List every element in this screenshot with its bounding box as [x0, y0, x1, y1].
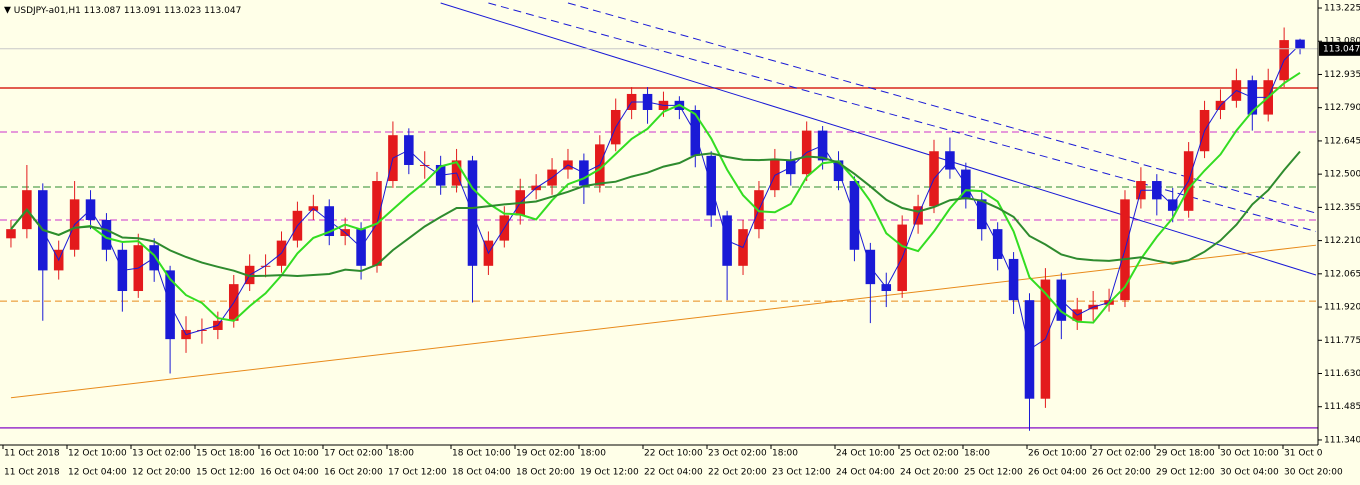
low: 113.023 — [164, 6, 201, 16]
x-tick-label: 24 Oct 20:00 — [900, 468, 959, 478]
price-label: 113.047 — [1323, 44, 1360, 54]
x-tick-label: 15 Oct 12:00 — [196, 468, 255, 478]
trend-line — [10, 244, 1317, 399]
x-tick-label: 30 Oct 20:00 — [1284, 468, 1343, 478]
candle-body — [1295, 39, 1305, 49]
x-tick-label: 17 Oct 12:00 — [388, 468, 447, 478]
x-tick-label: 19 Oct 12:00 — [580, 468, 639, 478]
x-tick-label: 12 Oct 04:00 — [68, 468, 127, 478]
x-tick-label: 16 Oct 10:00 — [260, 449, 319, 459]
moving-average — [10, 150, 1301, 278]
x-tick-label: 27 Oct 02:00 — [1092, 449, 1151, 459]
price-box — [1319, 41, 1360, 56]
x-tick-label: 23 Oct 12:00 — [772, 468, 831, 478]
x-tick-label: 11 Oct 2018 — [4, 449, 60, 459]
trend-line — [488, 2, 1317, 232]
y-tick-label: 112.065 — [1324, 269, 1360, 279]
y-tick-label: 111.630 — [1324, 369, 1360, 379]
x-tick-label: 17 Oct 02:00 — [324, 449, 383, 459]
x-tick-label: 18 Oct 20:00 — [516, 468, 575, 478]
x-tick-label: 30 Oct 04:00 — [1220, 468, 1279, 478]
y-tick-label: 112.500 — [1324, 170, 1360, 180]
x-tick-label: 18 Oct 04:00 — [452, 468, 511, 478]
open: 113.087 — [84, 6, 121, 16]
x-tick-label: 22 Oct 10:00 — [644, 449, 703, 459]
y-tick-label: 112.645 — [1324, 136, 1360, 146]
y-tick-label: 113.225 — [1324, 4, 1360, 14]
x-tick-label: 18:00 — [388, 449, 414, 459]
y-tick-label: 112.210 — [1324, 236, 1360, 246]
x-tick-label: 25 Oct 02:00 — [900, 449, 959, 459]
moving-average — [10, 71, 1301, 324]
x-tick-label: 18:00 — [964, 449, 990, 459]
y-tick-label: 113.080 — [1324, 37, 1360, 47]
y-tick-label: 112.790 — [1324, 103, 1360, 113]
y-tick-label: 111.920 — [1324, 303, 1360, 313]
x-tick-label: 12 Oct 10:00 — [68, 449, 127, 459]
chart-header: ▼ USDJPY-a01,H1 113.087 113.091 113.023 … — [4, 6, 241, 16]
x-tick-label: 26 Oct 20:00 — [1092, 468, 1151, 478]
x-tick-label: 16 Oct 20:00 — [324, 468, 383, 478]
x-tick-label: 25 Oct 12:00 — [964, 468, 1023, 478]
symbol: USDJPY-a01,H1 — [14, 6, 81, 16]
x-tick-label: 30 Oct 10:00 — [1220, 449, 1279, 459]
x-tick-label: 24 Oct 10:00 — [836, 449, 895, 459]
x-tick-label: 11 Oct 2018 — [4, 468, 60, 478]
x-tick-label: 15 Oct 18:00 — [196, 449, 255, 459]
y-tick-label: 111.340 — [1324, 435, 1360, 445]
x-tick-label: 29 Oct 12:00 — [1156, 468, 1215, 478]
high: 113.091 — [124, 6, 161, 16]
x-tick-label: 29 Oct 18:00 — [1156, 449, 1215, 459]
plot — [0, 2, 1318, 431]
x-tick-label: 18 Oct 10:00 — [452, 449, 511, 459]
x-tick-label: 24 Oct 04:00 — [836, 468, 895, 478]
candle-body — [6, 229, 16, 239]
x-tick-label: 26 Oct 04:00 — [1028, 468, 1087, 478]
y-tick-label: 112.935 — [1324, 70, 1360, 80]
y-tick-label: 111.485 — [1324, 402, 1360, 412]
x-tick-label: 22 Oct 04:00 — [644, 468, 703, 478]
close: 113.047 — [204, 6, 241, 16]
x-tick-label: 23 Oct 02:00 — [708, 449, 767, 459]
x-tick-label: 16 Oct 04:00 — [260, 468, 319, 478]
x-tick-label: 18:00 — [580, 449, 606, 459]
y-tick-label: 111.775 — [1324, 336, 1360, 346]
x-tick-label: 26 Oct 10:00 — [1028, 449, 1087, 459]
x-tick-label: 22 Oct 20:00 — [708, 468, 767, 478]
x-tick-label: 31 Oct 0 — [1284, 449, 1323, 459]
x-tick-label: 13 Oct 02:00 — [132, 449, 191, 459]
y-tick-label: 112.355 — [1324, 203, 1360, 213]
moving-average — [10, 44, 1301, 351]
x-tick-label: 18:00 — [772, 449, 798, 459]
x-tick-label: 12 Oct 20:00 — [132, 468, 191, 478]
x-tick-label: 19 Oct 02:00 — [516, 449, 575, 459]
